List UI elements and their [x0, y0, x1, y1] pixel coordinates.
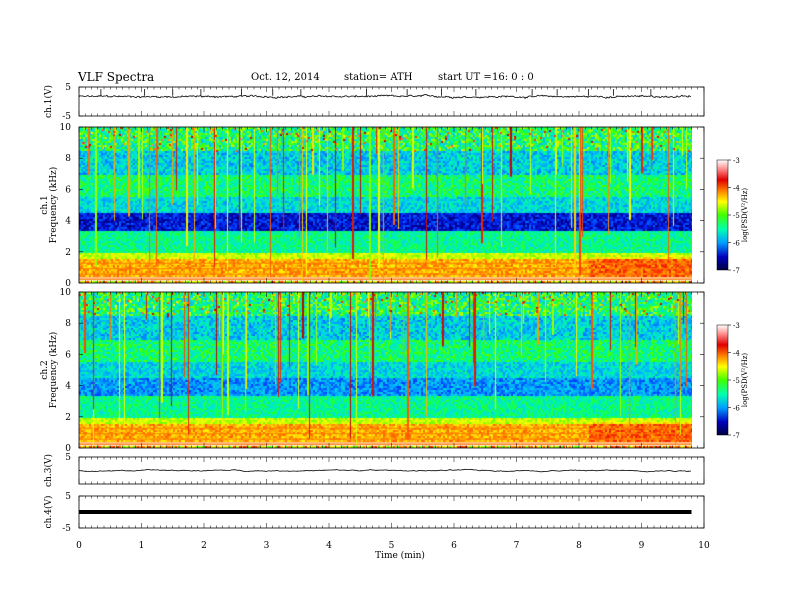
- colorbar-tick-label: -6: [733, 405, 740, 413]
- y-tick-label: -5: [62, 112, 71, 122]
- x-tick-label: 10: [698, 541, 710, 551]
- y-tick-label: 8: [65, 319, 71, 329]
- x-tick-label: 1: [139, 541, 145, 551]
- chart-title: VLF Spectra: [78, 70, 155, 84]
- x-tick-label: 8: [576, 541, 582, 551]
- y-tick-label: 5: [65, 453, 71, 463]
- colorbar-tick-label: -5: [733, 377, 740, 385]
- y-axis-label: ch.2: [40, 360, 50, 379]
- y-tick-label: 4: [65, 217, 71, 227]
- colorbar-tick-label: -6: [733, 240, 740, 248]
- y-tick-label: 8: [65, 154, 71, 164]
- colorbar-tick-label: -4: [733, 185, 740, 193]
- x-tick-label: 3: [264, 541, 270, 551]
- colorbar-2: [716, 324, 729, 436]
- y-axis-label: Frequency (kHz): [48, 167, 59, 244]
- y-axis-label: ch.3(V): [43, 454, 54, 487]
- y-tick-label: -5: [62, 524, 71, 534]
- y-tick-label: 0: [65, 279, 71, 289]
- x-tick-label: 7: [514, 541, 520, 551]
- y-tick-label: 4: [65, 382, 71, 392]
- colorbar-label: log(PSD(V²/Hz): [741, 188, 749, 243]
- colorbar-1: [716, 159, 729, 271]
- y-tick-label: 5: [65, 492, 71, 502]
- y-tick-label: 5: [65, 83, 71, 93]
- y-axis-label: Frequency (kHz): [48, 332, 59, 409]
- spectrogram-2: [79, 292, 692, 448]
- x-tick-label: 4: [326, 541, 332, 551]
- y-tick-label: 6: [65, 185, 71, 195]
- x-tick-label: 2: [201, 541, 207, 551]
- trace-line-3: [78, 468, 692, 473]
- y-axis-label: ch.4(V): [43, 496, 54, 529]
- y-tick-label: 10: [60, 123, 72, 133]
- y-tick-label: 0: [65, 444, 71, 454]
- y-tick-label: 2: [65, 248, 71, 258]
- x-tick-label: 9: [639, 541, 645, 551]
- station-label: station= ATH: [344, 72, 413, 83]
- y-axis-label: ch.1(V): [43, 85, 54, 118]
- spectrogram-1: [79, 127, 692, 283]
- y-tick-label: 2: [65, 413, 71, 423]
- start-ut-value: 16: 0 : 0: [492, 72, 534, 83]
- colorbar-tick-label: -3: [733, 157, 740, 165]
- colorbar-tick-label: -7: [733, 432, 740, 440]
- colorbar-tick-label: -5: [733, 212, 740, 220]
- x-tick-label: 5: [389, 541, 395, 551]
- x-tick-label: 6: [451, 541, 457, 551]
- y-tick-label: 6: [65, 350, 71, 360]
- date-label: Oct. 12, 2014: [251, 72, 320, 83]
- x-axis-label: Time (min): [375, 550, 425, 561]
- x-tick-label: 0: [76, 541, 82, 551]
- colorbar-tick-label: -4: [733, 350, 740, 358]
- trace-line-0: [78, 94, 691, 100]
- y-axis-label: ch.1: [40, 195, 50, 214]
- colorbar-tick-label: -3: [733, 322, 740, 330]
- start-ut-label: start UT =: [438, 72, 492, 83]
- colorbar-tick-label: -7: [733, 267, 740, 275]
- colorbar-label: log(PSD(V²/Hz): [741, 353, 749, 408]
- y-tick-label: 10: [60, 288, 72, 298]
